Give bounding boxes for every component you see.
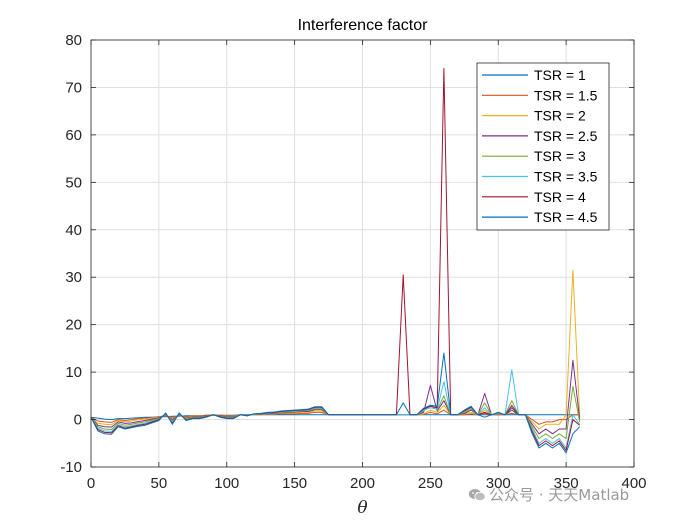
y-tick-label: 0 bbox=[74, 412, 82, 429]
x-tick-label: 350 bbox=[554, 475, 579, 492]
x-tick-label: 300 bbox=[486, 475, 511, 492]
y-tick-label: 50 bbox=[65, 174, 82, 191]
chart-title: Interference factor bbox=[298, 17, 429, 34]
x-tick-label: 0 bbox=[87, 475, 95, 492]
watermark: 公众号 · 天天Matlab bbox=[468, 484, 629, 505]
legend-label: TSR = 2 bbox=[534, 108, 586, 124]
legend-item[interactable]: TSR = 4 bbox=[482, 189, 586, 205]
series-line-8 bbox=[90, 352, 581, 454]
legend-item[interactable]: TSR = 3.5 bbox=[482, 169, 598, 185]
series-lines bbox=[90, 68, 581, 454]
x-tick-label: 200 bbox=[350, 475, 375, 492]
wechat-icon bbox=[468, 489, 486, 502]
x-tick-label: 150 bbox=[282, 475, 307, 492]
y-tick-label: 30 bbox=[65, 269, 82, 286]
y-tick-label: 80 bbox=[65, 32, 82, 49]
axis-ticks bbox=[90, 39, 635, 468]
x-tick-label: 400 bbox=[621, 475, 646, 492]
legend-item[interactable]: TSR = 2.5 bbox=[482, 128, 598, 144]
x-tick-label: 250 bbox=[418, 475, 443, 492]
y-tick-label: 10 bbox=[65, 364, 82, 381]
y-tick-label: 40 bbox=[65, 222, 82, 239]
x-tick-label: 50 bbox=[151, 475, 168, 492]
legend-label: TSR = 1.5 bbox=[534, 87, 598, 103]
y-tick-labels: -10 0 10 20 30 40 50 60 70 80 bbox=[60, 32, 82, 476]
x-tick-label: 100 bbox=[214, 475, 239, 492]
legend-item[interactable]: TSR = 3 bbox=[482, 148, 586, 164]
x-axis-label: θ bbox=[357, 498, 367, 518]
legend-label: TSR = 1 bbox=[534, 67, 586, 83]
watermark-text: 公众号 · 天天Matlab bbox=[489, 486, 630, 504]
legend-item[interactable]: TSR = 1.5 bbox=[482, 87, 598, 103]
x-tick-labels: 0 50 100 150 200 250 300 350 400 bbox=[87, 475, 647, 492]
y-tick-label: 60 bbox=[65, 127, 82, 144]
y-tick-label: -10 bbox=[60, 459, 82, 476]
legend-item[interactable]: TSR = 2 bbox=[482, 108, 586, 124]
legend-label: TSR = 4.5 bbox=[534, 209, 598, 225]
legend-label: TSR = 3.5 bbox=[534, 169, 598, 185]
legend-label: TSR = 2.5 bbox=[534, 128, 598, 144]
y-tick-label: 70 bbox=[65, 79, 82, 96]
legend-label: TSR = 3 bbox=[534, 148, 586, 164]
legend-item[interactable]: TSR = 1 bbox=[482, 67, 586, 83]
legend[interactable]: TSR = 1 TSR = 1.5 TSR = 2 TSR = 2.5 TSR = 3 T… bbox=[476, 62, 610, 231]
legend-label: TSR = 4 bbox=[534, 189, 586, 205]
y-tick-label: 20 bbox=[65, 317, 82, 334]
legend-items: TSR = 1 TSR = 1.5 TSR = 2 TSR = 2.5 TSR = 3 T… bbox=[482, 67, 598, 225]
legend-box bbox=[476, 62, 610, 231]
legend-item[interactable]: TSR = 4.5 bbox=[482, 209, 598, 225]
